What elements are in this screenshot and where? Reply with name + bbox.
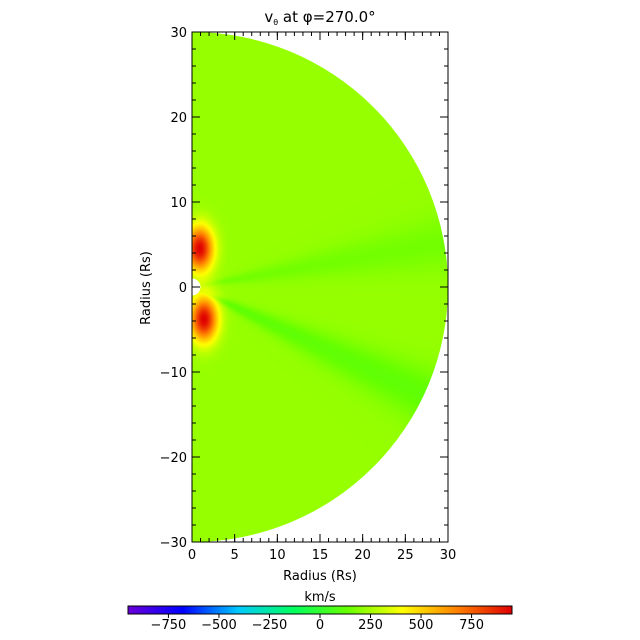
x-tick-label: 15 [312,548,329,563]
chart-title: vθ at φ=270.0° [264,8,375,27]
y-tick-label: −20 [160,451,187,466]
x-axis-label: Radius (Rs) [283,569,357,584]
y-tick-label: 10 [170,196,187,211]
colorbar-tick-label: −500 [201,618,237,633]
x-tick-label: 30 [440,548,457,563]
y-axis: −30 −20 −10 0 10 20 30 [160,26,448,551]
colorbar [127,605,513,615]
colorbar-axis: −750 −500 −250 0 250 500 750 [151,614,484,633]
title-subscript: θ [273,18,278,27]
colorbar-tick-label: −750 [151,618,187,633]
y-tick-label: 0 [179,281,187,296]
y-tick-label: −10 [160,366,187,381]
colorbar-label: km/s [304,590,336,605]
colorbar-tick-label: 0 [316,618,324,633]
y-tick-label: 20 [170,111,187,126]
y-tick-label: 30 [170,26,187,41]
x-tick-label: 20 [354,548,371,563]
heatmap-image [192,32,448,542]
x-tick-label: 5 [231,548,239,563]
x-tick-label: 10 [269,548,286,563]
x-axis: 0 5 10 15 20 25 30 [188,32,456,563]
colorbar-tick-label: 500 [409,618,434,633]
colorbar-tick-label: 750 [459,618,484,633]
x-tick-label: 25 [397,548,414,563]
y-axis-label: Radius (Rs) [139,251,154,325]
colorbar-tick-label: 250 [358,618,383,633]
y-tick-label: −30 [160,536,187,551]
x-tick-label: 0 [188,548,196,563]
colorbar-tick-label: −250 [252,618,288,633]
